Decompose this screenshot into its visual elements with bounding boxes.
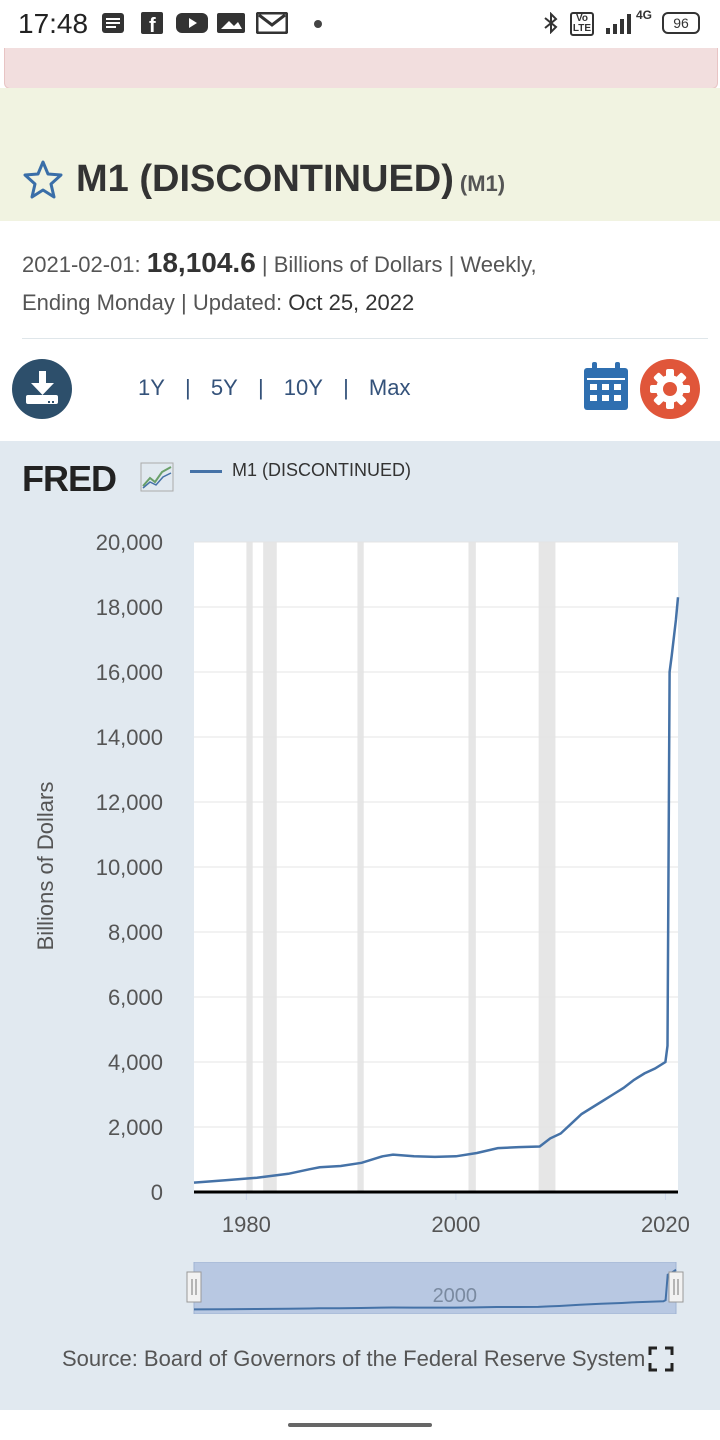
updated-date: Oct 25, 2022 (288, 290, 415, 315)
x-tick-label: 2000 (431, 1212, 480, 1237)
y-tick-label: 8,000 (108, 920, 163, 945)
y-tick-label: 12,000 (96, 790, 163, 815)
navigator-handle-right[interactable] (668, 1271, 684, 1303)
legend-label: M1 (DISCONTINUED) (232, 460, 411, 480)
bluetooth-icon (544, 12, 558, 34)
y-tick-label: 18,000 (96, 595, 163, 620)
star-icon[interactable] (22, 159, 64, 199)
fullscreen-icon[interactable] (648, 1346, 674, 1372)
series-title: M1 (DISCONTINUED) (76, 158, 454, 200)
range-max[interactable]: Max (368, 375, 411, 400)
navigator-series (193, 1268, 677, 1311)
dot-icon (314, 20, 322, 28)
y-tick-label: 6,000 (108, 985, 163, 1010)
y-tick-label: 16,000 (96, 660, 163, 685)
range-separator: | (257, 375, 264, 400)
download-icon (26, 371, 58, 404)
range-1y[interactable]: 1Y (138, 375, 165, 400)
y-tick-label: 10,000 (96, 855, 163, 880)
range-separator: | (185, 375, 191, 400)
y-tick-label: 20,000 (96, 530, 163, 555)
facebook-icon: f (141, 12, 163, 34)
signal-icon (606, 14, 631, 34)
ending-text: Ending Monday | Updated: (22, 290, 283, 315)
volte-icon: Vo LTE (570, 12, 594, 36)
svg-text:f: f (149, 15, 156, 34)
source-text: Source: Board of Governors of the Federa… (62, 1346, 646, 1371)
youtube-icon (176, 13, 208, 33)
gear-icon (650, 369, 690, 409)
gmail-icon (256, 12, 288, 34)
battery-level: 96 (673, 15, 689, 31)
legend-swatch (190, 470, 222, 473)
x-tick-label: 2020 (641, 1212, 690, 1237)
notes-icon (102, 13, 124, 33)
network-type: 4G (636, 8, 653, 22)
navigator-handle-left[interactable] (186, 1271, 202, 1303)
range-10y[interactable]: 10Y (283, 375, 323, 400)
series-line (193, 597, 680, 1184)
series-code: (M1) (459, 171, 506, 196)
observation-value: 18,104.6 (146, 247, 256, 278)
series-meta: 2021-02-01: 18,104.6 | Billions of Dolla… (22, 244, 662, 322)
x-tick-label: 1980 (222, 1212, 271, 1237)
y-tick-label: 4,000 (108, 1050, 163, 1075)
status-bar: 17:48 f Vo LTE 4G 96 (0, 0, 720, 48)
range-separator: | (343, 375, 349, 400)
calendar-icon[interactable] (584, 362, 628, 410)
divider (22, 338, 708, 339)
status-time: 17:48 (18, 8, 89, 39)
line-chart: 20,000 18,000 16,000 14,000 12,000 10,000 8,00… (96, 530, 690, 1237)
y-tick-label: 0 (151, 1180, 163, 1205)
home-indicator[interactable] (288, 1423, 432, 1427)
y-tick-label: 14,000 (96, 725, 163, 750)
range-5y[interactable]: 5Y (210, 375, 238, 400)
y-tick-label: 2,000 (108, 1115, 163, 1140)
navigator-label: 2000 (433, 1285, 478, 1307)
gallery-icon (217, 13, 245, 33)
units-text: | Billions of Dollars | Weekly, (261, 252, 537, 277)
download-button[interactable] (12, 359, 72, 419)
settings-button[interactable] (640, 359, 700, 419)
observation-date: 2021-02-01: (22, 252, 141, 277)
fred-graph-icon (140, 462, 174, 492)
battery-icon: 96 (662, 12, 700, 34)
alert-banner (4, 48, 718, 89)
title-band (0, 88, 720, 221)
range-navigator[interactable]: 2000 (184, 1262, 686, 1314)
range-selector: 1Y | 5Y | 10Y | Max (138, 375, 424, 401)
page-title: M1 (DISCONTINUED) (M1) (76, 158, 505, 201)
fred-logo: FRED (22, 458, 117, 499)
